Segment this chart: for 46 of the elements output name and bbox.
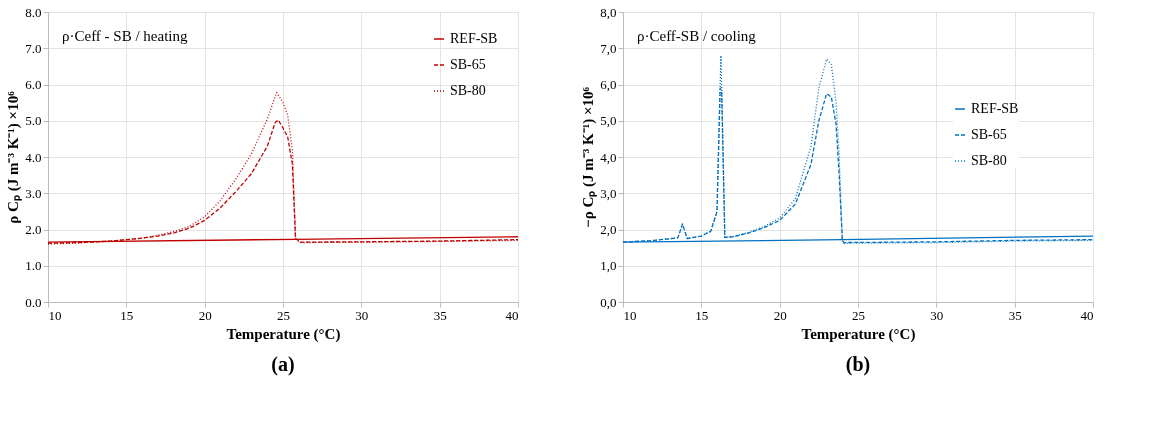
x-tick-label: 10 bbox=[623, 307, 637, 323]
x-tick-label: 20 bbox=[198, 307, 212, 323]
y-tick-label: 6.0 bbox=[25, 77, 42, 92]
x-tick-label: 25 bbox=[852, 307, 865, 323]
y-tick-label: 3,0 bbox=[600, 185, 617, 201]
x-tick-label: 15 bbox=[695, 307, 709, 323]
y-tick-label: 8.0 bbox=[25, 4, 42, 20]
y-tick-label: 7,0 bbox=[600, 40, 617, 56]
y-tick-label: 5,0 bbox=[600, 113, 617, 129]
text: (a) bbox=[271, 353, 295, 376]
y-tick-label: 6,0 bbox=[600, 77, 617, 92]
legend-label: SB-65 bbox=[450, 57, 486, 72]
y-axis-title: ρ Cₚ (J m⁻³ K⁻¹) ×10⁶ bbox=[5, 90, 23, 224]
y-tick-label: 4,0 bbox=[600, 149, 617, 165]
y-tick-label: 1.0 bbox=[25, 258, 42, 274]
text: ρ·Ceff - SB / heating bbox=[62, 28, 189, 44]
x-tick-label: 35 bbox=[433, 307, 447, 323]
legend-label: SB-80 bbox=[450, 83, 486, 98]
x-tick-label: 10 bbox=[48, 307, 62, 323]
y-tick-label: 8,0 bbox=[600, 4, 617, 20]
y-tick-label: 7.0 bbox=[25, 40, 42, 56]
y-axis-title: −ρ Cₚ (J m⁻³ K⁻¹) ×10⁶ bbox=[580, 86, 598, 228]
y-tick-label: 2,0 bbox=[600, 222, 617, 237]
x-axis-title: Temperature (°C) bbox=[801, 325, 916, 343]
x-tick-label: 30 bbox=[355, 307, 369, 323]
y-tick-label: 0.0 bbox=[25, 294, 42, 310]
y-tick-label: 1,0 bbox=[600, 258, 617, 274]
x-tick-label: 25 bbox=[277, 307, 290, 323]
text: (b) bbox=[845, 353, 871, 376]
text: ρ·Ceff-SB / cooling bbox=[637, 28, 757, 44]
legend-label: REF-SB bbox=[971, 101, 1019, 116]
x-axis-title: Temperature (°C) bbox=[226, 325, 341, 343]
y-tick-label: 4.0 bbox=[25, 149, 42, 165]
y-tick-label: 5.0 bbox=[25, 113, 42, 129]
y-tick-label: 2.0 bbox=[25, 222, 42, 237]
legend-label: SB-80 bbox=[971, 153, 1007, 168]
x-tick-label: 35 bbox=[1008, 307, 1022, 323]
legend-label: REF-SB bbox=[450, 31, 498, 46]
y-tick-label: 3.0 bbox=[25, 185, 42, 201]
y-tick-label: 0,0 bbox=[600, 294, 617, 310]
x-tick-label: 30 bbox=[930, 307, 944, 323]
x-tick-label: 20 bbox=[773, 307, 787, 323]
legend-label: SB-65 bbox=[971, 127, 1007, 142]
x-tick-label: 40 bbox=[505, 307, 519, 323]
x-tick-label: 40 bbox=[1080, 307, 1094, 323]
x-tick-label: 15 bbox=[120, 307, 134, 323]
